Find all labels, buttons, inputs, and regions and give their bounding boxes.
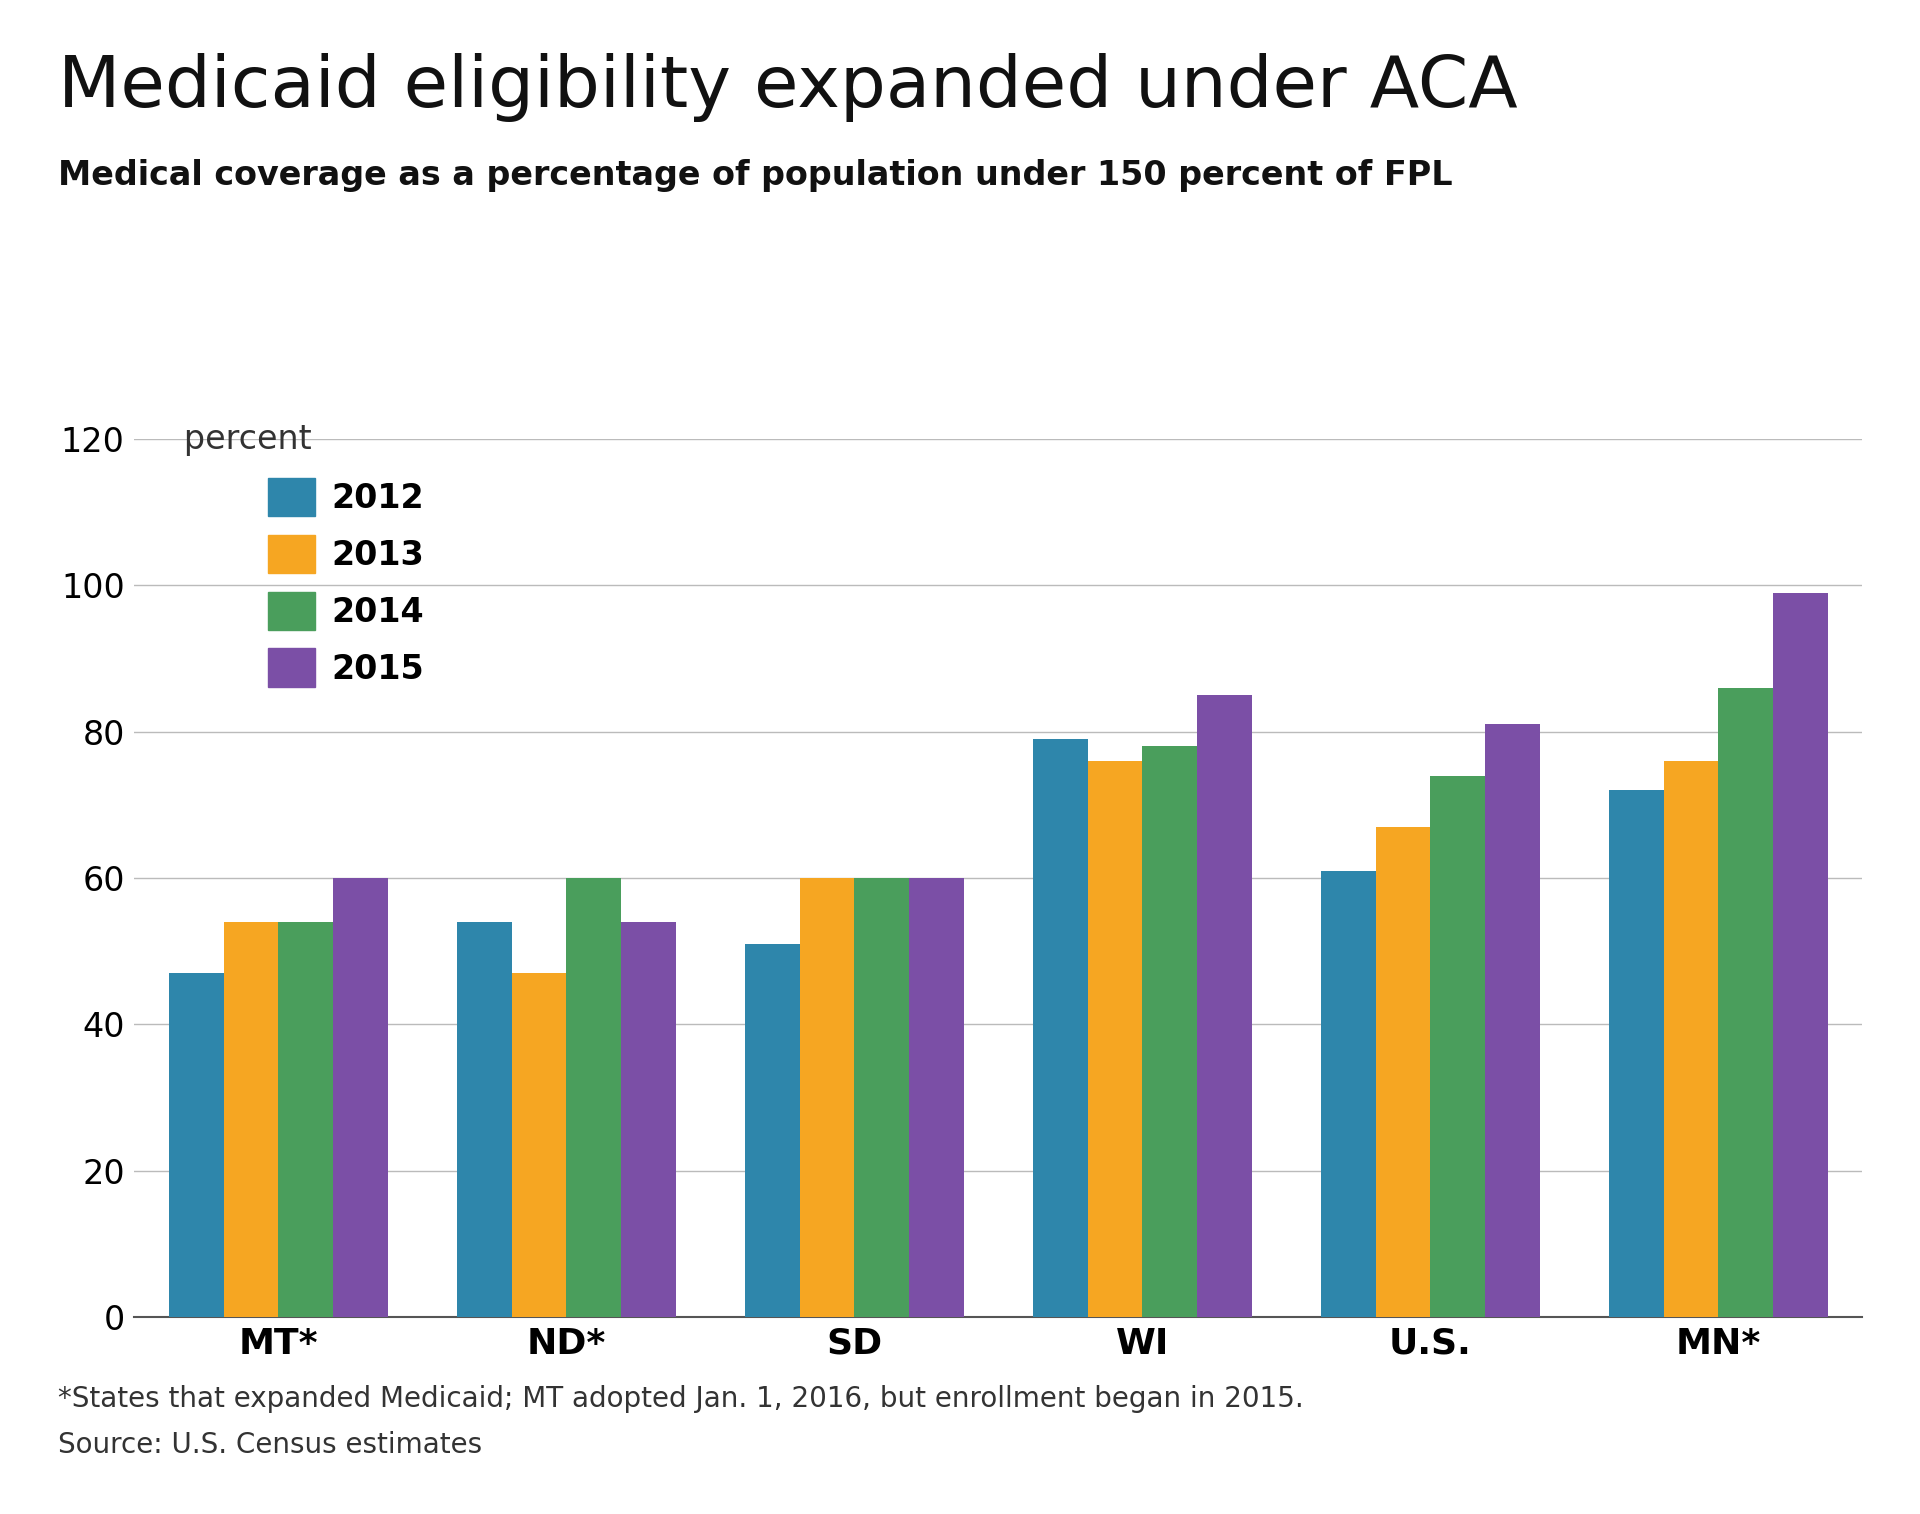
- Text: percent: percent: [152, 422, 311, 456]
- Bar: [566, 878, 620, 1317]
- Bar: [223, 922, 278, 1317]
- Bar: [745, 945, 799, 1317]
- Bar: [620, 922, 676, 1317]
- Text: Source: U.S. Census estimates: Source: U.S. Census estimates: [58, 1431, 482, 1458]
- Bar: [511, 974, 566, 1317]
- Bar: [1430, 775, 1486, 1317]
- Text: 3: 3: [1816, 27, 1866, 97]
- Bar: [1486, 724, 1540, 1317]
- Bar: [854, 878, 908, 1317]
- Bar: [1609, 790, 1663, 1317]
- Bar: [457, 922, 511, 1317]
- Bar: [799, 878, 854, 1317]
- Bar: [1198, 695, 1252, 1317]
- Bar: [1772, 592, 1828, 1317]
- Bar: [169, 974, 223, 1317]
- Bar: [908, 878, 964, 1317]
- Text: Medical coverage as a percentage of population under 150 percent of FPL: Medical coverage as a percentage of popu…: [58, 159, 1452, 192]
- Bar: [1321, 871, 1375, 1317]
- Text: *States that expanded Medicaid; MT adopted Jan. 1, 2016, but enrollment began in: *States that expanded Medicaid; MT adopt…: [58, 1385, 1304, 1413]
- Bar: [1663, 762, 1718, 1317]
- Text: Medicaid eligibility expanded under ACA: Medicaid eligibility expanded under ACA: [58, 53, 1517, 123]
- Bar: [278, 922, 332, 1317]
- Bar: [334, 878, 388, 1317]
- Bar: [1142, 746, 1196, 1317]
- Legend: 2012, 2013, 2014, 2015: 2012, 2013, 2014, 2015: [255, 465, 438, 699]
- Bar: [1375, 827, 1430, 1317]
- Bar: [1087, 762, 1142, 1317]
- Bar: [1033, 739, 1087, 1317]
- Bar: [1718, 687, 1772, 1317]
